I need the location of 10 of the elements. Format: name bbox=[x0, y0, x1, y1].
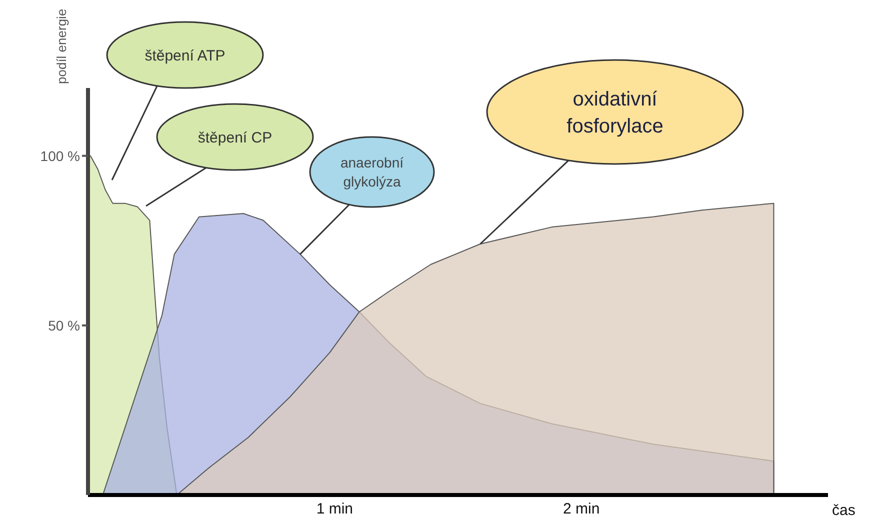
x-tick-label: 2 min bbox=[562, 500, 600, 518]
annotation: anaerobní glykolýza bbox=[340, 154, 404, 190]
annotation: štěpení CP bbox=[198, 129, 272, 146]
text: štěpení ATP bbox=[144, 47, 226, 64]
x-axis-title: čas bbox=[832, 502, 856, 519]
y-tick-label: 50 % bbox=[48, 317, 80, 334]
annotation: oxidativní fosforylace bbox=[566, 88, 664, 138]
y-axis-title: podíl energie bbox=[54, 8, 69, 84]
x-tick-label: 1 min bbox=[316, 500, 354, 518]
y-tick-label: 100 % bbox=[40, 148, 80, 164]
